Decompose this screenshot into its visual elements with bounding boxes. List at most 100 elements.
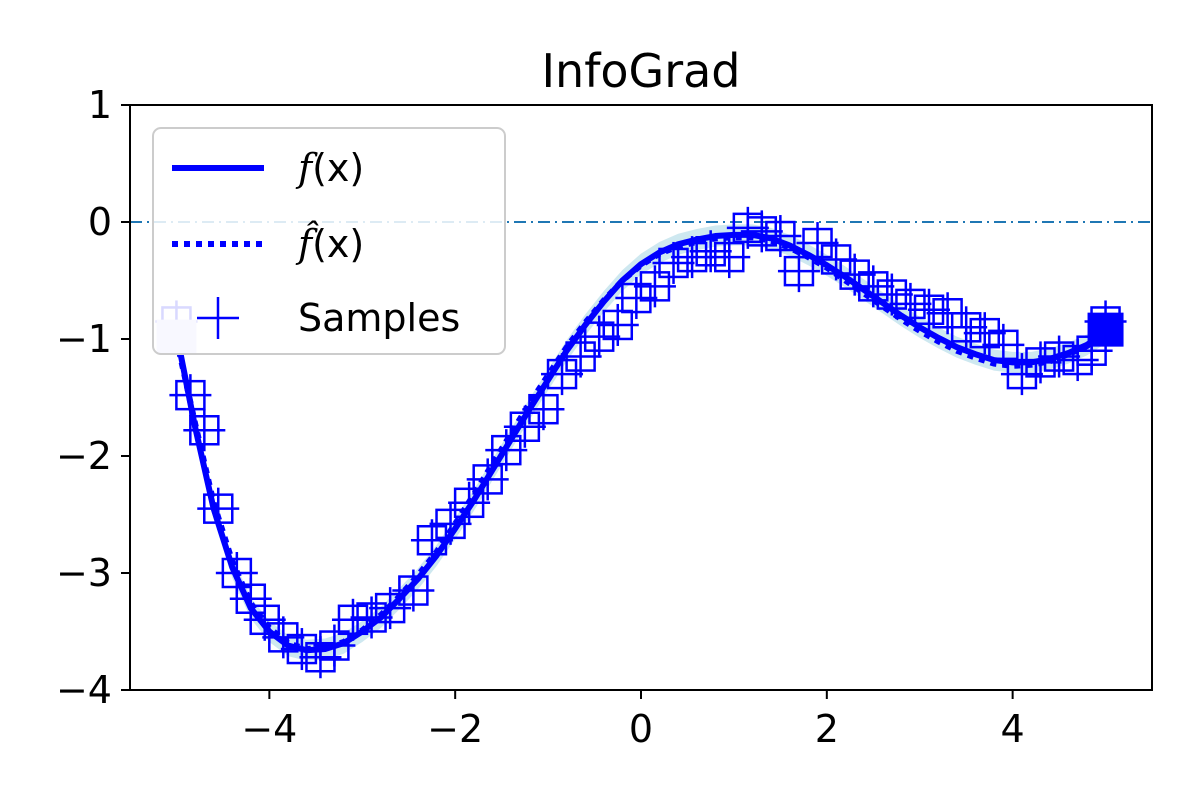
sample-marker-box [602,309,634,341]
legend-label: Samples [298,296,460,340]
sample-marker-box [783,255,815,287]
endpoint-marker-right [1087,312,1124,347]
sample-marker-box [189,415,220,446]
sample-marker-box [988,329,1019,361]
sample-point [945,306,988,349]
sample-point [796,222,839,265]
sample-point [652,241,695,284]
sample-marker-box [356,602,387,633]
sample-point [503,405,546,448]
sample-point [689,230,732,273]
sample-point [870,273,913,316]
x-tick-label: 2 [815,707,839,751]
legend-box [152,127,506,355]
y-tick-label: 1 [88,83,112,127]
sample-point [410,519,453,562]
x-tick-label: 0 [629,707,653,751]
sample-point [448,481,491,524]
sample-marker-box [895,288,926,320]
sample-marker-box [658,247,689,279]
sample-point [183,409,226,452]
sample-point [485,429,528,472]
sample-point [708,236,751,279]
sample-point [280,628,323,671]
y-tick-label: −2 [56,434,112,478]
sample-point [559,335,602,378]
sample-point [392,569,435,612]
sample-marker-box [319,630,350,661]
sample-marker-box [249,604,280,636]
sample-point [833,253,876,296]
plot-area [130,206,1152,679]
sample-point [982,323,1025,366]
sample-marker-box [286,633,318,665]
chart-title: InfoGrad [541,44,740,98]
sample-point [759,215,802,258]
sample-point [466,458,509,501]
legend-label: f(x) [295,146,364,190]
sample-marker-box [639,271,671,302]
sample-marker-box [398,575,429,606]
sample-marker-box [509,411,541,442]
sample-point [1019,341,1062,384]
sample-marker-box [203,493,234,524]
sample-marker-box [969,317,1001,349]
sample-point [169,374,212,417]
sample-marker-box [1025,347,1056,378]
legend-entry: f̂(x) [172,221,364,266]
sample-point [429,502,472,545]
sample-marker-box [714,241,745,273]
sample-point [671,236,714,279]
sample-marker-box [695,236,726,267]
legend-label-argument: (x) [312,146,364,190]
sample-point [541,353,584,396]
sample-marker-box [746,216,778,247]
sample-marker-box [175,379,206,411]
sample-point [243,598,286,641]
sample-marker-box [337,604,369,636]
sample-marker-box [416,524,448,556]
sample-point [262,616,305,659]
legend-entry: Samples [197,296,460,340]
sample-marker-box [950,312,982,343]
y-tick-label: −4 [56,668,112,712]
sample-marker-box [876,279,908,310]
sample-marker-box [1043,341,1075,372]
sample-marker-box [839,259,870,290]
sample-marker-box [1006,358,1038,390]
sample-point [889,282,932,325]
sample-marker-box [621,282,652,314]
sample-marker-box [528,393,559,425]
sample-point [313,624,356,667]
axes: −4 −2 0 2 4 −4 −3 −2 −1 0 1 [56,83,1153,751]
sample-marker-box [565,341,596,372]
sample-marker-box [546,358,578,390]
legend-label: f̂(x) [295,221,364,266]
sample-point [615,277,658,320]
legend-label-argument: (x) [312,222,364,266]
sample-marker-box [268,622,299,653]
y-tick-label: 0 [88,200,112,244]
sample-marker-box [472,464,503,495]
x-tick-label: −2 [427,707,483,751]
sample-point [1038,335,1081,378]
legend-entry: f(x) [172,146,364,190]
sample-marker-box [374,592,406,624]
sample-marker-box [765,220,796,252]
sample-marker-box [858,271,889,302]
y-tick-label: −3 [56,551,112,595]
sample-point [908,288,951,331]
sample-point [963,312,1006,355]
sample-point [633,265,676,308]
sample-marker-box [913,294,945,325]
sample-marker-box [435,508,466,540]
x-tick-label: 4 [1001,707,1025,751]
sample-marker-box [802,227,833,259]
sample-marker-box [676,241,708,273]
sample-point [578,315,621,358]
sample-point [777,250,820,293]
sample-marker-box [583,321,615,352]
